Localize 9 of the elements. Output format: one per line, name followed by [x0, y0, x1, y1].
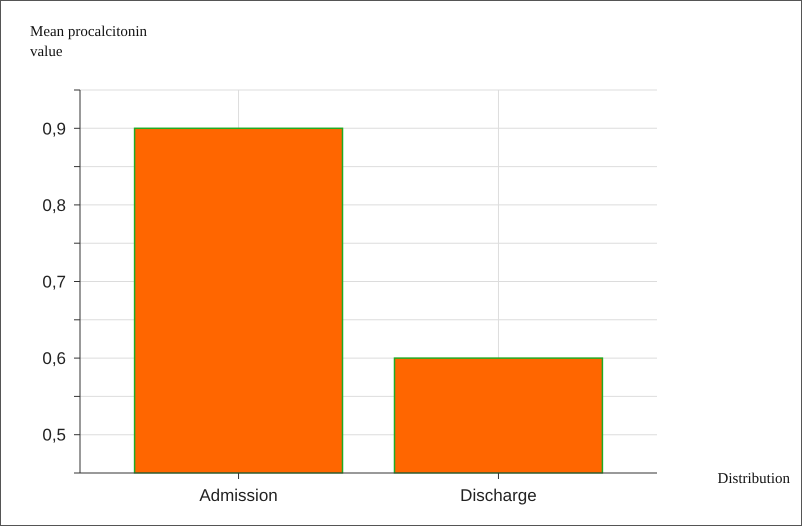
y-tick-label: 0,7 — [42, 272, 66, 292]
y-tick-label: 0,6 — [42, 349, 66, 368]
y-tick-label: 0,9 — [42, 119, 66, 138]
y-axis-title: Mean procalcitonin value — [30, 24, 148, 60]
y-tick-label: 0,8 — [42, 196, 66, 215]
x-axis-title: Distribution — [717, 471, 790, 487]
x-tick-label: Discharge — [460, 486, 537, 505]
x-tick-label: Admission — [199, 486, 278, 505]
y-tick-label: 0,5 — [42, 426, 66, 445]
